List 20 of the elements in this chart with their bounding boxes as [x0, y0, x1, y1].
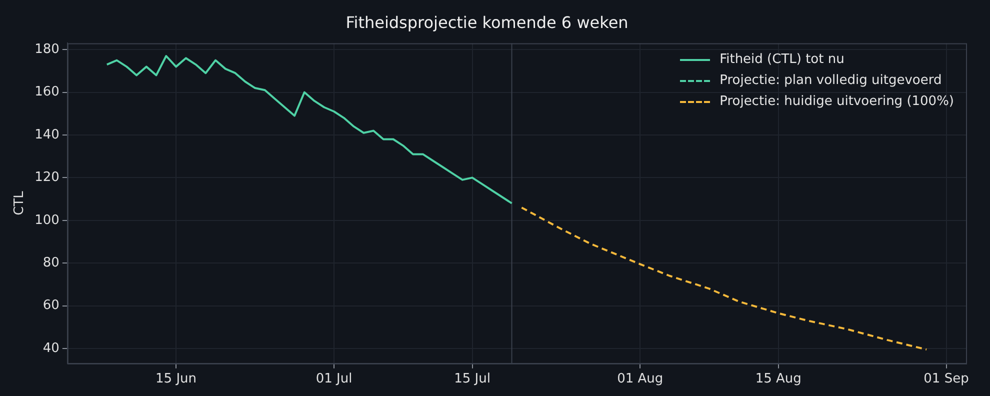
y-tick-label: 160: [34, 84, 60, 100]
x-tick-label: 01 Aug: [617, 372, 664, 387]
y-tick-label: 80: [42, 255, 60, 270]
legend-label: Projectie: plan volledig uitgevoerd: [720, 72, 942, 90]
line-series: [520, 206, 928, 351]
y-tick-label: 120: [34, 170, 60, 186]
y-tick-label: 180: [34, 42, 60, 57]
y-tick-label: 140: [34, 127, 60, 142]
x-tick-label: 15 Jul: [454, 372, 490, 387]
x-tick-label: 01 Jul: [316, 372, 352, 387]
x-tick-label: 15 Jun: [156, 372, 197, 387]
chart-title: Fitheidsprojectie komende 6 weken: [346, 12, 628, 32]
y-tick-label: 60: [42, 298, 60, 314]
legend-label: Projectie: huidige uitvoering (100%): [720, 93, 954, 112]
x-tick-label: 01 Sep: [924, 372, 969, 387]
legend-label: Fitheid (CTL) tot nu: [720, 51, 844, 70]
y-tick-label: 40: [42, 340, 60, 356]
y-tick-label: 100: [34, 212, 60, 228]
x-tick-label: 15 Aug: [755, 372, 802, 387]
y-axis-title: CTL: [12, 190, 28, 216]
